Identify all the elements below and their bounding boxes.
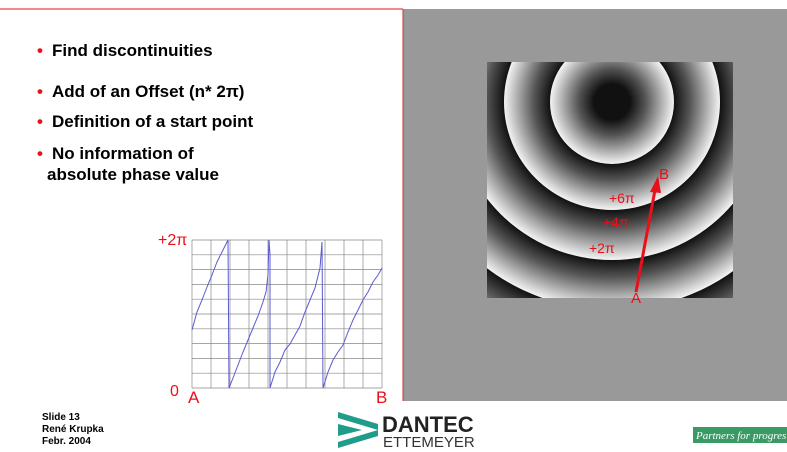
bullet-text: Add of an Offset (n* 2π)	[52, 82, 244, 101]
bullet-list: • Find discontinuities • Add of an Offset (…	[37, 41, 253, 184]
start-label: A	[631, 290, 641, 307]
bullet-marker: •	[37, 82, 43, 101]
y-bottom-label: 0	[170, 383, 179, 400]
end-label: B	[659, 166, 669, 183]
y-top-label: +2π	[158, 232, 187, 249]
bullet-marker: •	[37, 112, 43, 131]
bullet-marker: •	[37, 41, 43, 60]
x-end-label: B	[376, 388, 387, 407]
logo-bottom: ETTEMEYER	[383, 434, 475, 451]
phase-plot: +2π 0 A B	[158, 232, 387, 407]
phase-label: +2π	[589, 240, 615, 256]
tagline: Partners for progres	[695, 430, 786, 442]
logo: DANTEC ETTEMEYER	[338, 412, 475, 451]
x-start-label: A	[188, 388, 200, 407]
bullet-text: Definition of a start point	[52, 112, 253, 131]
footer-line: René Krupka	[42, 424, 104, 435]
slide: • Find discontinuities • Add of an Offset (…	[0, 0, 787, 452]
phase-label: +6π	[609, 190, 635, 206]
phase-label: +4π	[603, 214, 629, 230]
bullet-marker: •	[37, 144, 43, 163]
footer-line: Febr. 2004	[42, 436, 91, 447]
bullet-text: Find discontinuities	[52, 41, 213, 60]
footer-line: Slide 13	[42, 412, 80, 423]
